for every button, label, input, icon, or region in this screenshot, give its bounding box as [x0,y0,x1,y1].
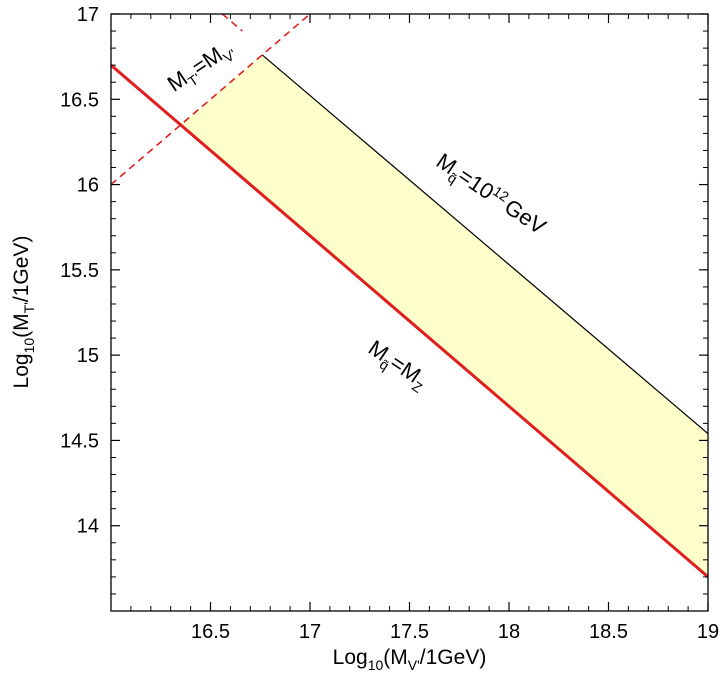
line-mt_mv [111,14,311,186]
y-tick-label: 16 [77,175,99,197]
y-tick-label: 14 [77,516,99,538]
y-tick-label: 16.5 [60,89,99,111]
x-tick-label: 17 [299,621,321,643]
y-tick-label: 15 [77,345,99,367]
x-tick-label: 18.5 [589,621,628,643]
x-tick-label: 18 [498,621,520,643]
y-axis-label: Log10(MT'/1GeV) [10,236,37,389]
allowed-region [180,54,708,577]
line-upper_dashed [221,14,243,32]
line-mq_mz [111,64,708,579]
x-tick-label: 19 [697,621,719,643]
x-axis-label: Log10(MV'/1GeV) [333,646,487,673]
x-ticks: 16.5 17 17.5 18 18.5 19 [130,14,719,643]
annotation-mq-equals-mz: Mq̃=MZ [362,335,433,396]
x-tick-label: 17.5 [390,621,429,643]
y-tick-label: 15.5 [60,260,99,282]
y-tick-label: 14.5 [60,430,99,452]
lines-layer [111,14,708,579]
allowed-region-layer [180,54,708,577]
y-ticks: 14 14.5 15 15.5 16 16.5 17 [60,4,708,595]
x-tick-label: 16.5 [191,621,230,643]
y-tick-label: 17 [77,4,99,26]
line-mq_1e12 [261,54,708,435]
